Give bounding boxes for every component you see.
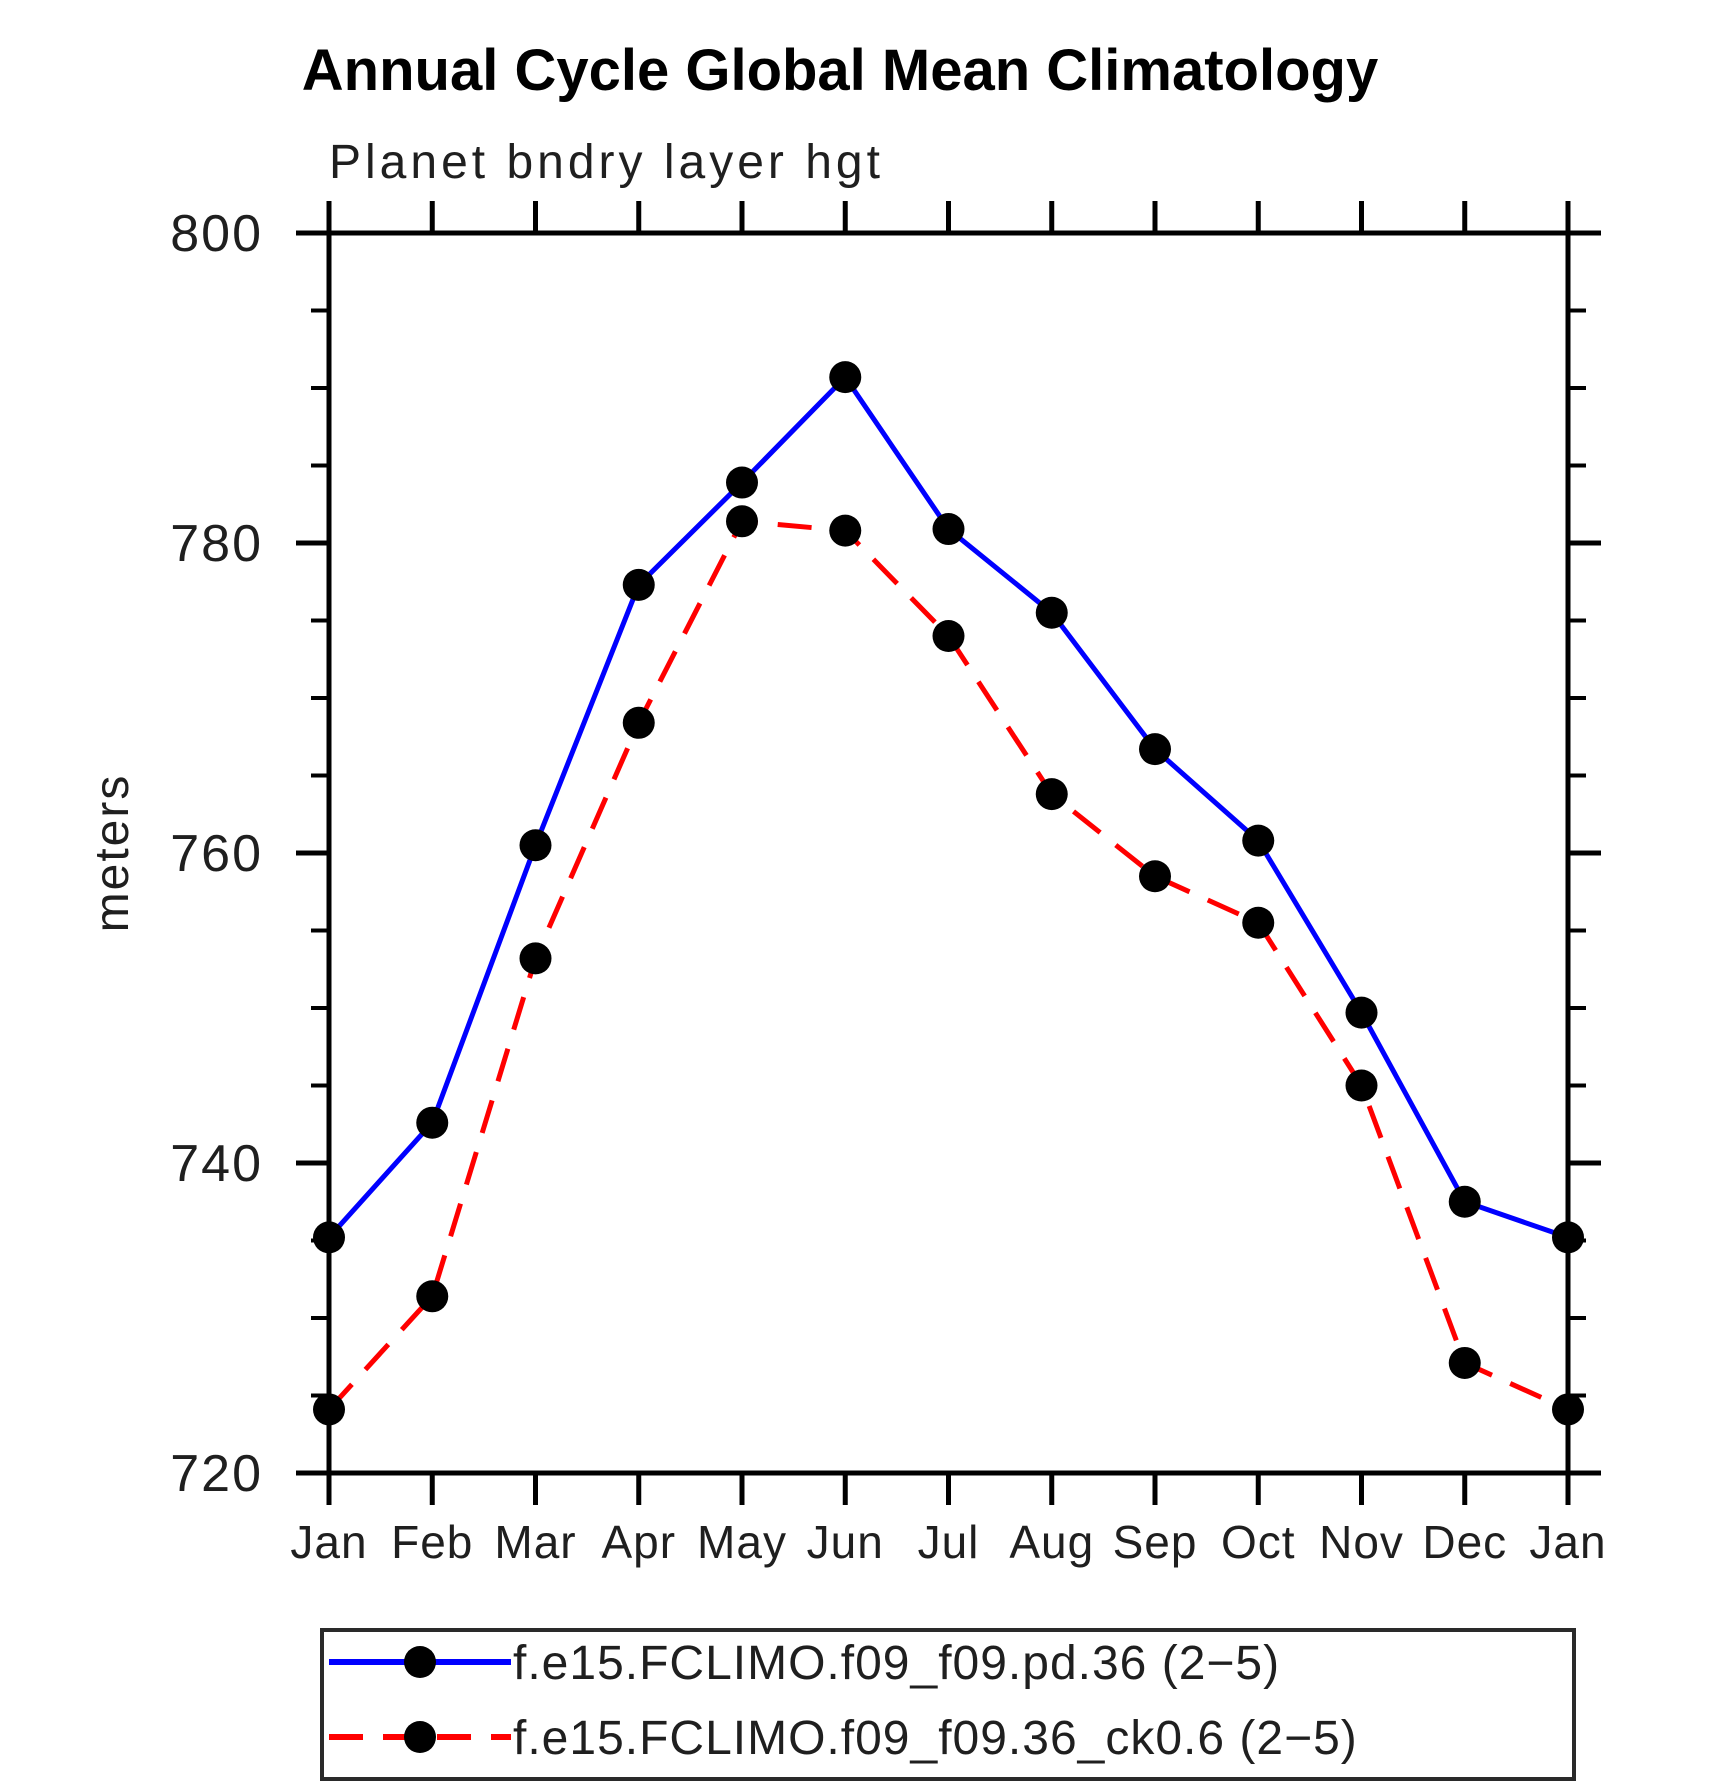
y-tick-label: 800 [170,205,263,263]
x-tick-label: Aug [1009,1516,1094,1568]
data-point [1345,1069,1378,1102]
data-point [1552,1221,1584,1254]
y-tick-label: 780 [170,515,263,573]
data-point [416,1106,449,1139]
data-point [1448,1346,1481,1379]
data-point [1035,778,1068,811]
x-tick-label: Feb [391,1516,473,1568]
data-point [726,466,758,499]
data-point [313,1393,345,1426]
x-tick-label: Jun [807,1516,884,1568]
data-point [829,361,862,394]
y-tick-label: 720 [170,1445,263,1503]
data-point [519,829,552,862]
series-blue [313,361,1584,1254]
legend: f.e15.FCLIMO.f09_f09.pd.36 (2−5) f.e15.F… [320,1628,1576,1781]
data-point [1345,996,1378,1029]
data-point [313,1221,345,1254]
data-point [1139,733,1171,766]
data-point [1139,860,1171,893]
chart-title: Annual Cycle Global Mean Climatology [302,38,1378,103]
x-tick-label: Jan [1529,1516,1606,1568]
y-axis-label: meters [86,774,139,933]
x-tick-label: Sep [1113,1516,1198,1568]
x-tick-label: Jan [290,1516,367,1568]
legend-marker-sample [404,1646,436,1678]
legend-samples [329,1646,511,1753]
x-tick-label: Nov [1319,1516,1404,1568]
data-point [1448,1185,1481,1218]
data-point [622,568,655,601]
legend-box [320,1628,1576,1781]
data-point [416,1280,449,1313]
data-series [313,361,1584,1426]
x-tick-label: Apr [601,1516,676,1568]
x-tick-label: Mar [494,1516,576,1568]
legend-label-series-red: f.e15.FCLIMO.f09_f09.36_ck0.6 (2−5) [513,1712,1358,1765]
x-tick-label: May [697,1516,787,1568]
plot-frame [326,230,1571,1476]
data-point [932,513,965,546]
plot-axes: Jan Feb Mar Apr May Jun Jul Aug Sep Oct Nov Dec Jan 7… [170,201,1606,1568]
x-tick-label: Oct [1221,1516,1296,1568]
data-point [1552,1393,1584,1426]
data-point [932,620,965,652]
y-tick-label: 760 [170,825,263,883]
x-tick-label: Dec [1422,1516,1507,1568]
series-red [313,505,1584,1426]
data-point [622,706,655,739]
y-tick-label: 740 [170,1135,263,1193]
series-line [327,373,1569,1240]
data-point [1242,824,1275,857]
data-point [1242,906,1275,939]
data-point [829,514,862,547]
data-point [519,942,552,975]
series-line [327,518,1570,1412]
data-point [1035,596,1068,629]
legend-marker-sample [404,1721,436,1753]
legend-label-series-blue: f.e15.FCLIMO.f09_f09.pd.36 (2−5) [513,1637,1280,1690]
x-tick-label: Jul [918,1516,980,1568]
data-point [726,505,758,538]
chart-subtitle: Planet bndry layer hgt [329,136,884,189]
